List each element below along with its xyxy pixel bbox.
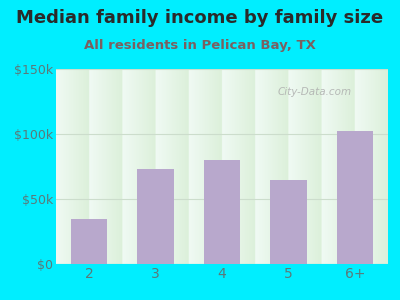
Bar xyxy=(71,218,108,264)
Text: All residents in Pelican Bay, TX: All residents in Pelican Bay, TX xyxy=(84,39,316,52)
Bar xyxy=(137,169,174,264)
Bar xyxy=(204,160,240,264)
Text: Median family income by family size: Median family income by family size xyxy=(16,9,384,27)
Bar xyxy=(336,131,373,264)
Text: City-Data.com: City-Data.com xyxy=(278,87,352,98)
Bar xyxy=(270,179,307,264)
